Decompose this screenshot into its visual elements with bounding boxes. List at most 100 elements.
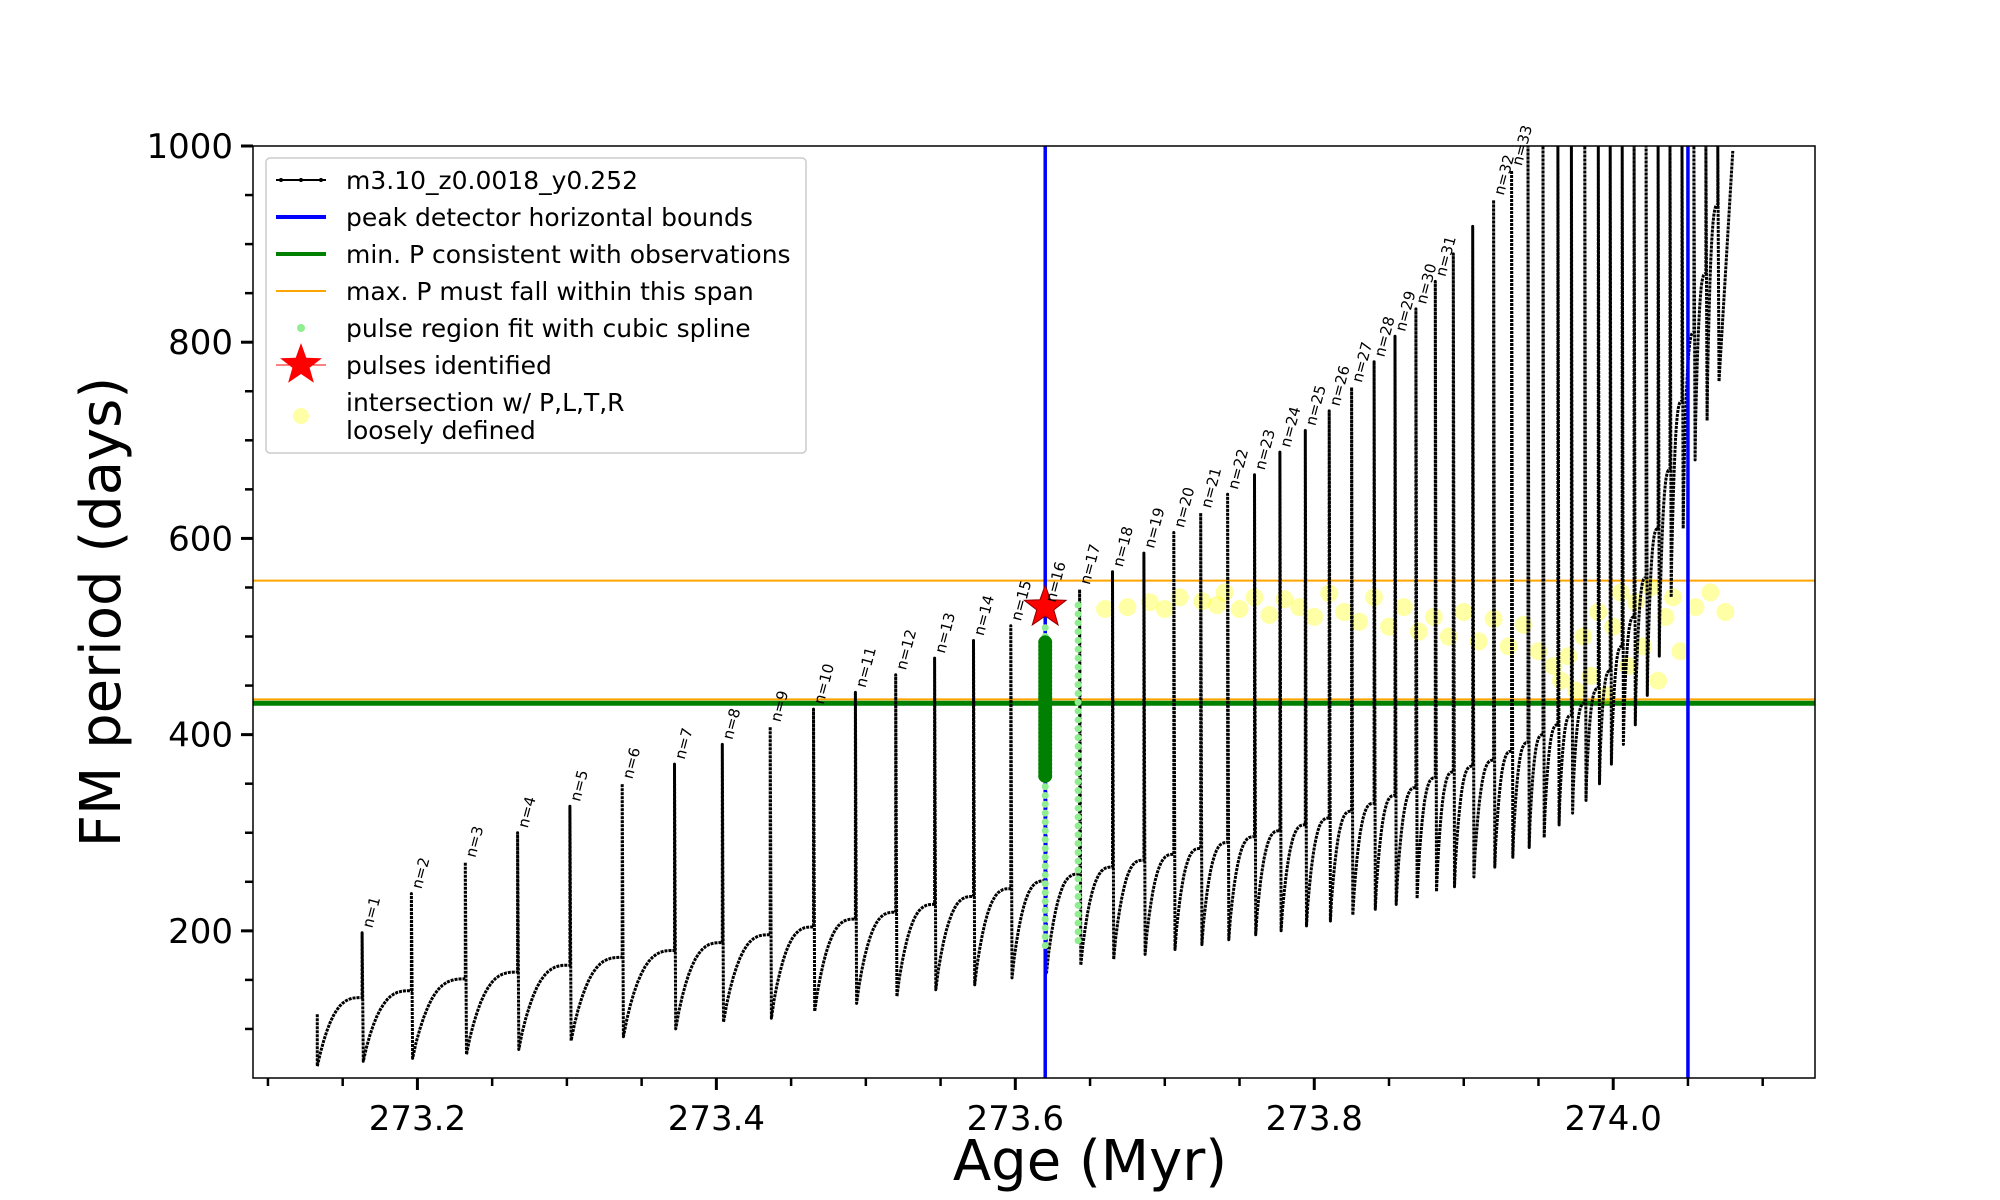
- spline-point: [1074, 884, 1082, 892]
- spline-point: [1041, 880, 1049, 888]
- spline-point: [1074, 742, 1082, 750]
- pulse-label: n=13: [931, 611, 959, 655]
- spline-point: [1041, 800, 1049, 808]
- pulse-label: n=24: [1276, 405, 1304, 449]
- spline-point: [1041, 871, 1049, 879]
- pulse-label: n=31: [1432, 234, 1460, 278]
- legend-label: min. P consistent with observations: [346, 240, 791, 269]
- spline-point: [1074, 760, 1082, 768]
- y-tick-label: 200: [168, 912, 233, 952]
- pulse-label: n=19: [1140, 506, 1168, 550]
- pulse-label: n=25: [1302, 383, 1330, 427]
- legend-box: [265, 157, 807, 454]
- spline-point: [1041, 818, 1049, 826]
- pulse-label: n=12: [892, 627, 920, 671]
- spline-point: [1041, 933, 1049, 941]
- pulse-label: n=7: [671, 726, 697, 761]
- loose-point: [1664, 588, 1682, 607]
- y-tick-label: 800: [168, 323, 233, 363]
- legend-swatch-dot: [299, 178, 303, 182]
- pulse-label: n=11: [852, 645, 880, 689]
- spline-point: [1074, 831, 1082, 839]
- y-axis-title: FM period (days): [69, 377, 134, 847]
- spline-point: [1041, 942, 1049, 950]
- pulse-label: n=3: [462, 824, 488, 859]
- spline-point: [1041, 915, 1049, 923]
- loose-point: [1305, 607, 1324, 626]
- spline-point: [1074, 751, 1082, 759]
- legend-swatch-circle: [293, 408, 309, 424]
- spline-point: [1041, 827, 1049, 835]
- spline-point: [1074, 910, 1082, 918]
- spline-point: [1074, 901, 1082, 909]
- spline-point: [1041, 809, 1049, 817]
- spline-point: [1041, 862, 1049, 870]
- spline-point: [1074, 804, 1082, 812]
- spline-point: [1074, 619, 1082, 627]
- y-tick-label: 400: [168, 716, 233, 756]
- evolution-track: [315, 146, 1735, 1068]
- spline-point: [1041, 844, 1049, 852]
- loose-point: [1208, 596, 1227, 615]
- x-tick-label: 273.4: [668, 1099, 765, 1139]
- spline-point: [1074, 601, 1082, 609]
- spline-point: [1074, 689, 1082, 697]
- legend-label: pulse region fit with cubic spline: [346, 314, 751, 343]
- spline-point: [1074, 919, 1082, 927]
- spline-point: [1041, 924, 1049, 932]
- loose-point: [1118, 598, 1137, 617]
- spline-point: [1074, 795, 1082, 803]
- x-tick-label: 273.2: [369, 1099, 466, 1139]
- loose-point: [1454, 603, 1473, 621]
- spline-point: [1041, 624, 1049, 632]
- identified-pulse-star: [1022, 583, 1068, 627]
- pulse-label: n=22: [1224, 447, 1252, 491]
- pulse-label: n=5: [566, 768, 592, 803]
- spline-point: [1074, 822, 1082, 830]
- spline-point: [1074, 866, 1082, 874]
- loose-point: [1260, 605, 1279, 624]
- pulse-label: n=26: [1326, 364, 1354, 408]
- loose-point: [1716, 603, 1735, 621]
- spline-point: [1074, 893, 1082, 901]
- spline-point: [1074, 654, 1082, 662]
- loose-point: [1566, 681, 1585, 700]
- spline-point: [1074, 681, 1082, 689]
- loose-point: [1611, 583, 1630, 602]
- loose-point: [1499, 637, 1518, 656]
- loose-point: [1701, 583, 1720, 602]
- x-tick-label: 274.0: [1565, 1099, 1662, 1139]
- pulse-label: n=20: [1170, 485, 1198, 529]
- pulse-label: n=9: [767, 689, 793, 724]
- spline-point: [1074, 769, 1082, 777]
- pulse-label: n=2: [408, 855, 434, 890]
- pulse-label: n=6: [619, 746, 645, 781]
- loose-point: [1394, 598, 1413, 617]
- loose-point: [1350, 612, 1369, 631]
- legend-label: peak detector horizontal bounds: [346, 203, 753, 232]
- pulse-label: n=4: [514, 795, 540, 830]
- loose-point: [1686, 598, 1705, 617]
- pulse-label: n=21: [1197, 466, 1225, 510]
- legend-swatch-star: [280, 343, 322, 383]
- pulse-label: n=23: [1251, 427, 1279, 471]
- spline-point: [1041, 791, 1049, 799]
- axes: 273.2 273.4 273.6 273.8 274.0 200 400 600 800 100…: [146, 127, 1764, 1139]
- spline-point: [1074, 716, 1082, 724]
- loose-point: [1604, 617, 1623, 636]
- spline-point: [1041, 853, 1049, 861]
- plot-frame: [252, 145, 1816, 1079]
- legend-swatch-dot: [319, 178, 323, 182]
- spline-point: [1074, 707, 1082, 715]
- legend-label: pulses identified: [346, 351, 552, 380]
- spline-point: [1074, 857, 1082, 865]
- loose-point: [1409, 622, 1428, 641]
- loose-point: [1671, 642, 1690, 661]
- green-point: [1038, 635, 1053, 650]
- y-tick-label: 600: [168, 519, 233, 559]
- loose-point: [1551, 671, 1570, 690]
- spline-point: [1074, 734, 1082, 742]
- spline-point: [1074, 928, 1082, 936]
